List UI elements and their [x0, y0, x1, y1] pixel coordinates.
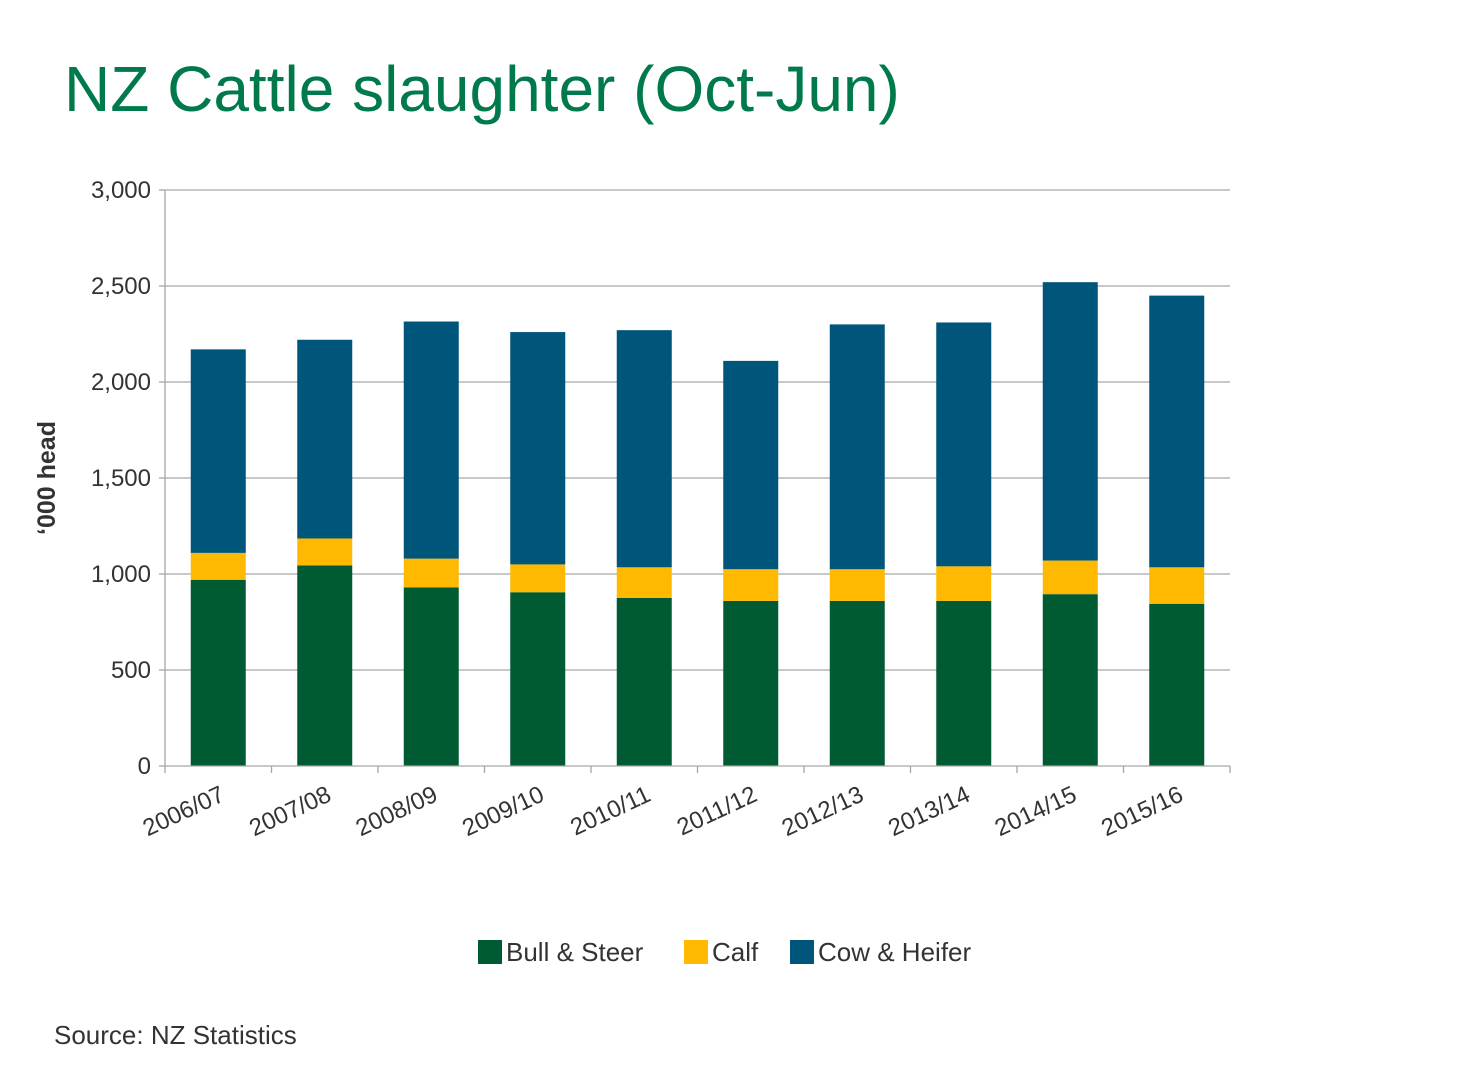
- x-tick-labels: 2006/07 2007/08 2008/09 2009/10 2010/11 2011/…: [139, 781, 1188, 842]
- bar-segment: [616, 598, 672, 766]
- y-tick-label: 1,000: [91, 561, 151, 588]
- bar-segment: [723, 569, 779, 601]
- y-tick-labels: 0 500 1,000 1,500 2,000 2,500 3,000: [91, 177, 151, 780]
- bar-segment: [829, 569, 885, 601]
- y-axis-label: ‘000 head: [33, 421, 61, 535]
- bar-segment: [616, 330, 672, 568]
- bar-segment: [723, 600, 779, 766]
- bar-segment: [510, 592, 566, 766]
- y-tick-label: 1,500: [91, 465, 151, 492]
- bar-segment: [190, 552, 246, 580]
- x-tick-label: 2012/13: [778, 781, 868, 842]
- y-tick-label: 500: [111, 657, 151, 684]
- y-tick-label: 2,000: [91, 369, 151, 396]
- x-tick-label: 2007/08: [245, 781, 335, 842]
- bar-segment: [403, 321, 459, 559]
- bar-segment: [936, 566, 992, 601]
- bar-segment: [1042, 282, 1098, 561]
- bar-segment: [1042, 594, 1098, 766]
- legend-label: Bull & Steer: [506, 937, 644, 967]
- y-tick-label: 0: [138, 753, 151, 780]
- bar-segment: [1149, 603, 1205, 766]
- bar-segment: [297, 339, 353, 539]
- legend-item: Cow & Heifer: [790, 937, 971, 967]
- chart-title: NZ Cattle slaughter (Oct-Jun): [64, 53, 900, 125]
- legend-label: Calf: [712, 937, 759, 967]
- x-tick-label: 2010/11: [566, 781, 654, 841]
- y-tick-label: 3,000: [91, 177, 151, 204]
- y-tick-label: 2,500: [91, 273, 151, 300]
- source-note: Source: NZ Statistics: [54, 1020, 297, 1050]
- bar-segment: [723, 360, 779, 570]
- axes: [164, 190, 1231, 773]
- bar-segment: [403, 587, 459, 766]
- x-tick-label: 2015/16: [1097, 781, 1187, 842]
- bar-segment: [1042, 560, 1098, 595]
- x-tick-label: 2014/15: [991, 781, 1081, 842]
- bar-segment: [1149, 567, 1205, 604]
- x-tick-label: 2013/14: [884, 781, 974, 842]
- x-tick-label: 2006/07: [139, 781, 229, 842]
- bar-segment: [190, 349, 246, 553]
- bar-segment: [936, 600, 992, 766]
- bar-segment: [510, 564, 566, 593]
- legend-item: Calf: [684, 937, 759, 967]
- legend: Bull & Steer Calf Cow & Heifer: [478, 937, 971, 967]
- bar-segment: [829, 324, 885, 570]
- x-tick-label: 2011/12: [673, 781, 761, 841]
- bars: [190, 282, 1205, 766]
- bar-segment: [1149, 295, 1205, 568]
- bar-segment: [190, 579, 246, 766]
- legend-item: Bull & Steer: [478, 937, 644, 967]
- x-tick-label: 2008/09: [352, 781, 442, 842]
- legend-label: Cow & Heifer: [818, 937, 971, 967]
- bar-segment: [829, 600, 885, 766]
- legend-swatch: [684, 940, 708, 964]
- bar-segment: [297, 538, 353, 566]
- bar-segment: [510, 332, 566, 565]
- bar-segment: [936, 322, 992, 567]
- legend-swatch: [478, 940, 502, 964]
- legend-swatch: [790, 940, 814, 964]
- bar-segment: [403, 558, 459, 588]
- x-tick-label: 2009/10: [458, 781, 548, 842]
- bar-segment: [616, 567, 672, 598]
- bar-segment: [297, 565, 353, 766]
